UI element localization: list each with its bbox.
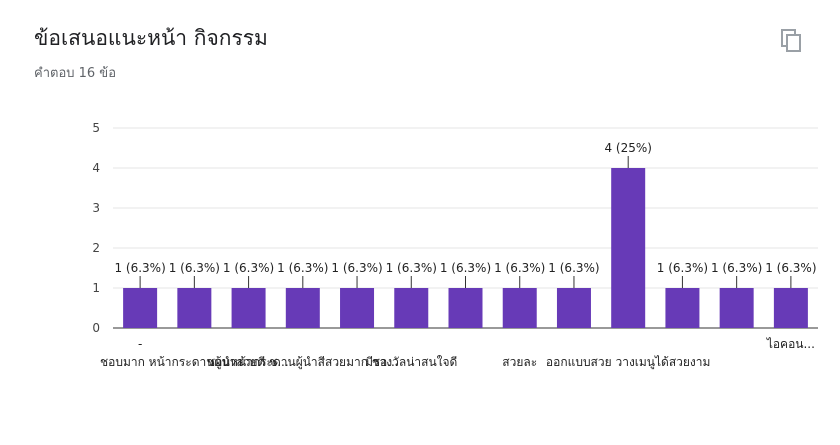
data-label: 1 (6.3%) [711, 261, 762, 275]
bar [231, 288, 266, 328]
bar [665, 288, 700, 328]
x-tick-label: ไอคอน... [766, 337, 815, 351]
bar [285, 288, 320, 328]
data-label: 1 (6.3%) [277, 261, 328, 275]
data-label: 1 (6.3%) [440, 261, 491, 275]
bar [773, 288, 808, 328]
x-tick-label: ชอบหน้ากระดานผู้นำสีสวยมาก ชอ... [207, 355, 399, 370]
y-tick-label: 1 [92, 281, 100, 295]
data-label: 1 (6.3%) [169, 261, 220, 275]
data-label: 1 (6.3%) [331, 261, 382, 275]
data-label: 4 (25%) [604, 141, 651, 155]
copy-chart-button[interactable] [778, 26, 806, 54]
response-count: คำตอบ 16 ข้อ [34, 66, 116, 81]
bar [611, 168, 646, 328]
x-tick-label: ออกแบบสวย วางเมนูได้สวยงาม [546, 355, 711, 370]
data-label: 1 (6.3%) [494, 261, 545, 275]
y-tick-label: 0 [92, 321, 100, 335]
y-tick-label: 4 [92, 161, 100, 175]
x-tick-label: สวยละ [502, 355, 537, 369]
bar [340, 288, 375, 328]
bar [502, 288, 537, 328]
bar [556, 288, 591, 328]
x-tick-label: มีรางวัลน่าสนใจดี [365, 355, 457, 369]
y-tick-label: 3 [92, 201, 100, 215]
bar [123, 288, 158, 328]
data-label: 1 (6.3%) [548, 261, 599, 275]
copy-icon [781, 29, 801, 52]
chart-title: ข้อเสนอแนะหน้า กิจกรรม [34, 26, 268, 50]
bar [177, 288, 212, 328]
data-label: 1 (6.3%) [765, 261, 816, 275]
data-label: 1 (6.3%) [223, 261, 274, 275]
x-tick-label: - [138, 337, 142, 351]
y-tick-label: 5 [92, 121, 100, 135]
data-label: 1 (6.3%) [386, 261, 437, 275]
data-label: 1 (6.3%) [657, 261, 708, 275]
bar [719, 288, 754, 328]
bar [394, 288, 429, 328]
x-tick-label: ชอบมาก หน้ากระดานผู้นำสวยดี ช... [100, 355, 289, 370]
bar [448, 288, 483, 328]
y-tick-label: 2 [92, 241, 100, 255]
data-label: 1 (6.3%) [114, 261, 165, 275]
